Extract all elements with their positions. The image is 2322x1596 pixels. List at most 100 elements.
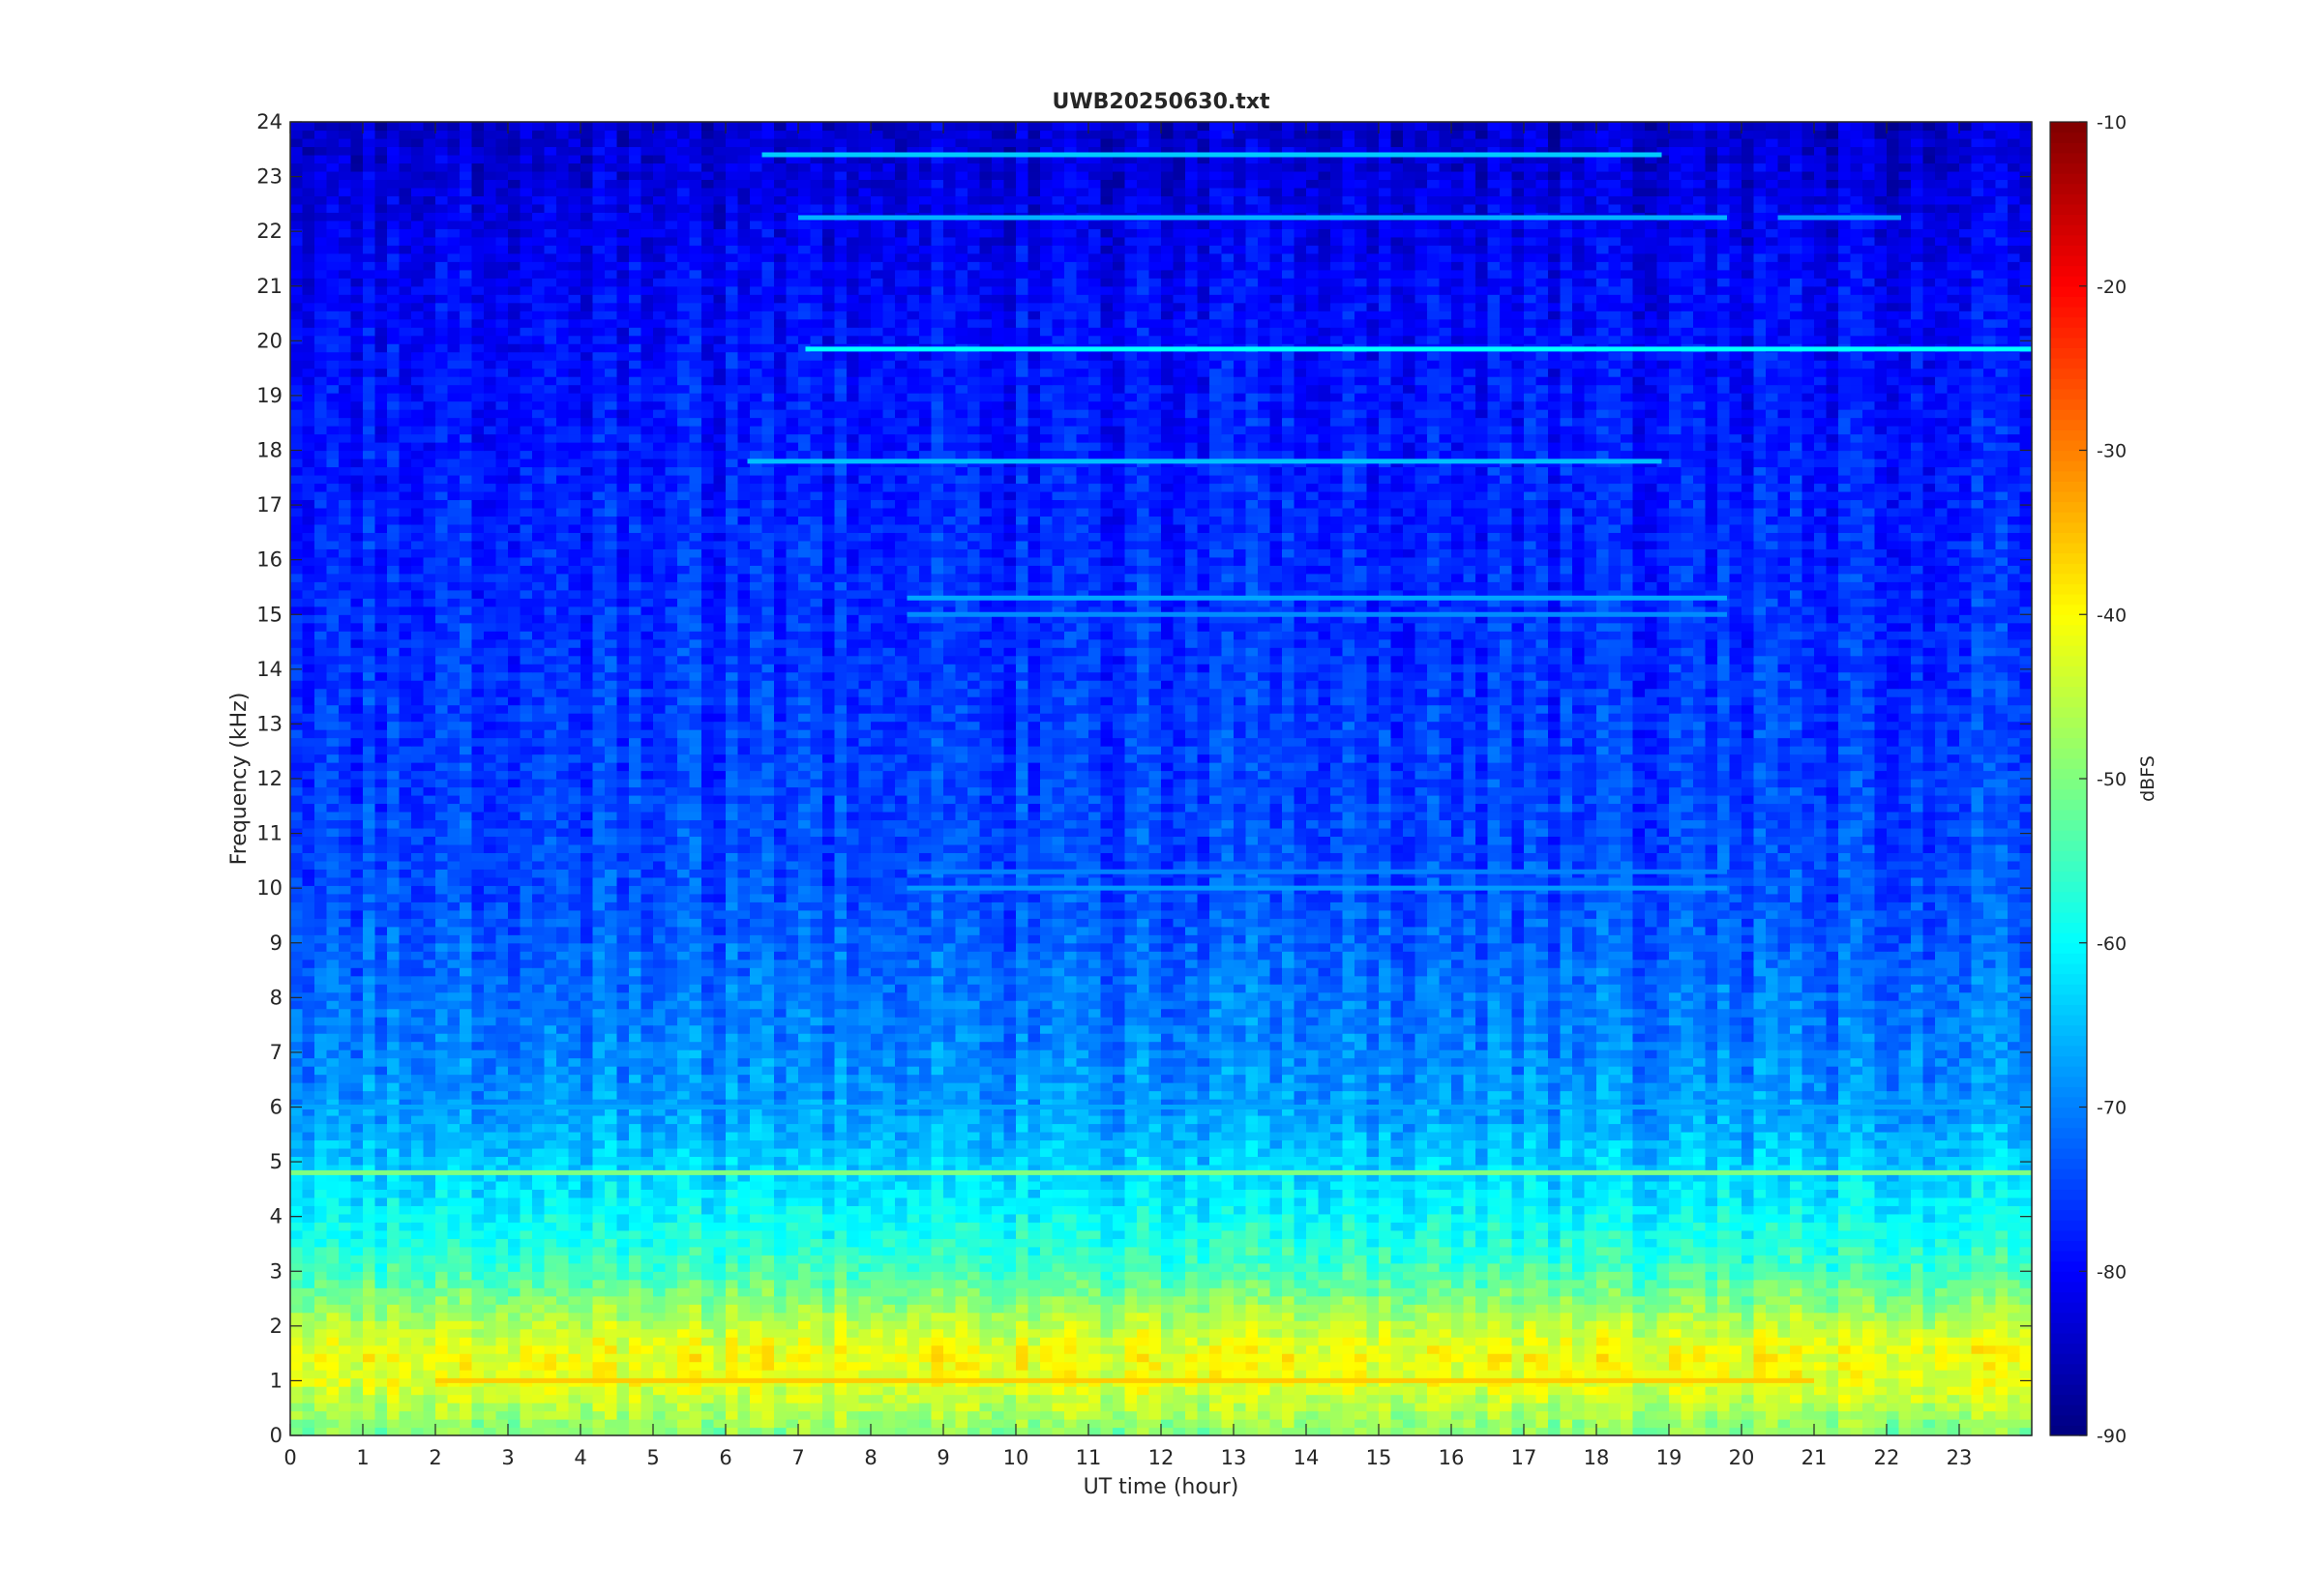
heatmap-cell — [448, 1280, 461, 1288]
heatmap-cell — [1778, 1313, 1791, 1321]
heatmap-cell — [1113, 1386, 1125, 1395]
heatmap-cell — [1427, 1345, 1440, 1354]
heatmap-cell — [908, 1403, 920, 1411]
heatmap-cell — [1475, 1345, 1488, 1354]
heatmap-cell — [1016, 1197, 1028, 1206]
heatmap-cell — [351, 1329, 364, 1338]
heatmap-cell — [593, 1304, 606, 1313]
heatmap-cell — [1996, 1238, 2009, 1247]
heatmap-cell — [617, 1329, 630, 1338]
heatmap-cell — [1246, 1296, 1259, 1305]
heatmap-cell — [1935, 1181, 1948, 1190]
heatmap-cell — [424, 1263, 436, 1272]
heatmap-cell — [1464, 1419, 1476, 1428]
heatmap-cell — [1198, 1280, 1210, 1288]
heatmap-cell — [1306, 1353, 1319, 1362]
heatmap-cell — [1911, 1337, 1923, 1345]
heatmap-cell — [2020, 1320, 2033, 1329]
heatmap-cell — [641, 1411, 654, 1420]
heatmap-cell — [1488, 1353, 1501, 1362]
heatmap-cell — [363, 1370, 375, 1378]
heatmap-cell — [508, 1156, 521, 1165]
heatmap-cell — [1983, 1263, 1996, 1272]
heatmap-cell — [556, 1411, 569, 1420]
heatmap-cell — [1319, 1271, 1331, 1280]
heatmap-cell — [1657, 1181, 1670, 1190]
heatmap-cell — [835, 1263, 848, 1272]
heatmap-cell — [460, 1148, 472, 1157]
heatmap-cell — [932, 1205, 944, 1214]
heatmap-cell — [532, 1287, 545, 1296]
heatmap-cell — [1948, 1304, 1960, 1313]
heatmap-cell — [980, 1313, 993, 1321]
heatmap-cell — [327, 1296, 340, 1305]
heatmap-cell — [1222, 1386, 1235, 1395]
heatmap-cell — [580, 1214, 593, 1223]
heatmap-cell — [738, 1238, 751, 1247]
heatmap-cell — [1887, 1403, 1899, 1411]
heatmap-cell — [714, 1362, 727, 1371]
heatmap-cell — [666, 1156, 678, 1165]
heatmap-cell — [1717, 1362, 1730, 1371]
heatmap-cell — [508, 1320, 521, 1329]
heatmap-cell — [1717, 1320, 1730, 1329]
heatmap-cell — [1548, 1329, 1561, 1338]
heatmap-cell — [1464, 1386, 1476, 1395]
heatmap-cell — [750, 1296, 762, 1305]
heatmap-cell — [1742, 1395, 1754, 1404]
heatmap-cell — [992, 1320, 1004, 1329]
heatmap-cell — [1935, 1411, 1948, 1420]
heatmap-cell — [484, 1320, 496, 1329]
heatmap-cell — [1766, 1370, 1778, 1378]
heatmap-cell — [1500, 1353, 1512, 1362]
heatmap-cell — [1330, 1419, 1343, 1428]
heatmap-cell — [1475, 1156, 1488, 1165]
heatmap-cell — [883, 1197, 896, 1206]
heatmap-cell — [666, 1238, 678, 1247]
heatmap-cell — [1064, 1411, 1077, 1420]
heatmap-cell — [1585, 1353, 1597, 1362]
heatmap-cell — [1403, 1205, 1415, 1214]
heatmap-cell — [1585, 1247, 1597, 1256]
heatmap-cell — [750, 1386, 762, 1395]
heatmap-cell — [1282, 1222, 1295, 1230]
heatmap-cell — [1548, 1337, 1561, 1345]
heatmap-cell — [363, 1214, 375, 1223]
heatmap-cell — [1585, 1263, 1597, 1272]
heatmap-cell — [980, 1189, 993, 1197]
heatmap-cell — [1500, 1320, 1512, 1329]
heatmap-cell — [798, 1353, 811, 1362]
heatmap-cell — [1475, 1197, 1488, 1206]
heatmap-cell — [2008, 1395, 2020, 1404]
heatmap-cell — [895, 1238, 908, 1247]
heatmap-cell — [400, 1238, 412, 1247]
heatmap-cell — [1814, 1353, 1827, 1362]
heatmap-cell — [1948, 1345, 1960, 1354]
heatmap-cell — [1778, 1345, 1791, 1354]
heatmap-cell — [1730, 1345, 1742, 1354]
heatmap-cell — [1488, 1313, 1501, 1321]
heatmap-cell — [992, 1419, 1004, 1428]
heatmap-cell — [1403, 1222, 1415, 1230]
heatmap-cell — [580, 1181, 593, 1190]
heatmap-cell — [1911, 1189, 1923, 1197]
heatmap-cell — [908, 1247, 920, 1256]
heatmap-cell — [1149, 1403, 1162, 1411]
heatmap-cell — [1234, 1255, 1246, 1263]
heatmap-cell — [1137, 1428, 1149, 1436]
heatmap-cell — [1354, 1304, 1367, 1313]
heatmap-cell — [1295, 1230, 1307, 1239]
heatmap-cell — [1948, 1329, 1960, 1338]
heatmap-cell — [1948, 1378, 1960, 1387]
heatmap-cell — [1972, 1247, 1984, 1256]
heatmap-cell — [750, 1419, 762, 1428]
heatmap-cell — [1367, 1156, 1380, 1165]
heatmap-cell — [1101, 1329, 1114, 1338]
heatmap-cell — [1282, 1181, 1295, 1190]
heatmap-cell — [1064, 1353, 1077, 1362]
heatmap-cell — [1270, 1263, 1283, 1272]
heatmap-cell — [339, 1329, 351, 1338]
heatmap-cell — [1427, 1205, 1440, 1214]
heatmap-cell — [1427, 1419, 1440, 1428]
heatmap-cell — [339, 1197, 351, 1206]
